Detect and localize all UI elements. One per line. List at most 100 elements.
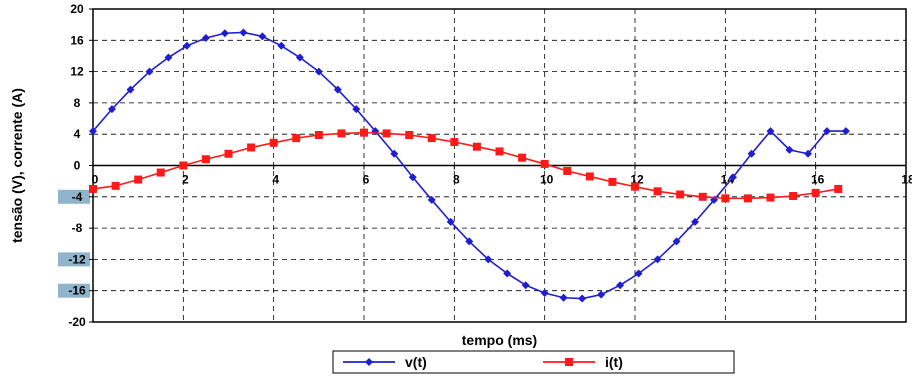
data-point [721, 194, 730, 203]
data-point [691, 217, 700, 226]
data-point [495, 147, 504, 156]
data-point [698, 192, 707, 201]
y-tick-label: 8 [74, 96, 81, 110]
data-point [446, 217, 455, 226]
data-point [145, 67, 154, 76]
data-point [785, 145, 794, 154]
data-point [201, 155, 210, 164]
series-current [89, 128, 843, 203]
y-tick-labels: 20 16 12 8 4 0 -4 -8 -12 -16 -20 [68, 2, 93, 329]
data-point [585, 172, 594, 181]
x-tick-label: 4 [272, 173, 279, 187]
data-point [408, 173, 417, 182]
x-tick-label: 10 [540, 173, 554, 187]
data-point [503, 269, 512, 278]
data-point [743, 194, 752, 203]
x-tick-label: 16 [811, 173, 825, 187]
data-point [465, 237, 474, 246]
data-point [156, 168, 165, 177]
data-point [484, 255, 493, 264]
data-point [608, 177, 617, 186]
legend-box [332, 350, 735, 374]
legend-label: v(t) [405, 354, 427, 370]
data-point [295, 53, 304, 62]
data-point [277, 41, 286, 50]
y-tick-label: -12 [68, 252, 86, 266]
x-tick-label: 18 [901, 173, 912, 187]
data-point [616, 281, 625, 290]
data-point [134, 175, 143, 184]
y-tick-label: 4 [74, 127, 81, 141]
data-point [201, 33, 210, 42]
y-tick-label: -8 [72, 221, 83, 235]
data-point [653, 187, 662, 196]
data-point [220, 29, 229, 38]
data-point [676, 190, 685, 199]
data-point [834, 184, 843, 193]
y-tick-label: -4 [72, 190, 83, 204]
series-layer [89, 28, 850, 303]
data-point [540, 289, 549, 298]
data-point [269, 138, 278, 147]
data-point [224, 149, 233, 158]
series-line [92, 131, 839, 200]
data-point [405, 130, 414, 139]
x-axis-label: tempo (ms) [462, 332, 537, 348]
data-point [179, 161, 188, 170]
x-tick-label: 8 [453, 173, 460, 187]
data-point [360, 128, 368, 137]
data-point [766, 127, 775, 136]
data-point [789, 192, 798, 201]
data-point [672, 237, 681, 246]
data-point [563, 166, 572, 175]
tick-highlights [58, 189, 90, 298]
y-axis-label: tensão (V), corrente (A) [9, 88, 25, 243]
data-point [337, 129, 346, 138]
data-point [578, 294, 587, 303]
data-point [182, 41, 191, 50]
tick-highlight [58, 283, 90, 298]
series-voltage [89, 28, 850, 303]
data-point [427, 134, 436, 143]
data-point [729, 173, 738, 182]
data-point [314, 130, 323, 139]
data-point [450, 138, 459, 147]
x-tick-label: 0 [92, 173, 99, 187]
data-point [747, 149, 756, 158]
data-point [292, 134, 301, 143]
data-point [126, 85, 135, 94]
legend-marker [565, 358, 573, 366]
data-point [352, 105, 361, 114]
tick-highlight [58, 252, 90, 267]
data-point [314, 67, 323, 76]
data-point [107, 105, 116, 114]
data-point [653, 255, 662, 264]
y-tick-label: 0 [74, 159, 81, 173]
data-point [258, 32, 267, 41]
data-point [841, 127, 850, 136]
data-point [382, 129, 391, 138]
data-point [239, 28, 248, 37]
data-point [597, 290, 606, 299]
data-point [89, 184, 97, 193]
data-point [766, 193, 775, 202]
data-point [164, 53, 173, 62]
legend: v(t) i(t) [332, 350, 735, 374]
y-tick-label: -20 [68, 315, 86, 329]
data-point [390, 149, 399, 158]
data-point [803, 149, 812, 158]
data-point [521, 281, 530, 290]
legend-marker [365, 358, 373, 366]
y-tick-label: 16 [70, 33, 84, 47]
data-point [427, 195, 436, 204]
x-tick-label: 6 [363, 173, 370, 187]
y-tick-label: -16 [68, 284, 86, 298]
data-point [822, 127, 831, 136]
data-point [540, 159, 549, 168]
x-tick-labels: 0 2 4 6 8 10 12 14 16 18 [92, 165, 912, 187]
data-point [631, 182, 639, 191]
tick-highlight [58, 189, 90, 204]
data-point [559, 293, 568, 302]
data-point [634, 269, 643, 278]
